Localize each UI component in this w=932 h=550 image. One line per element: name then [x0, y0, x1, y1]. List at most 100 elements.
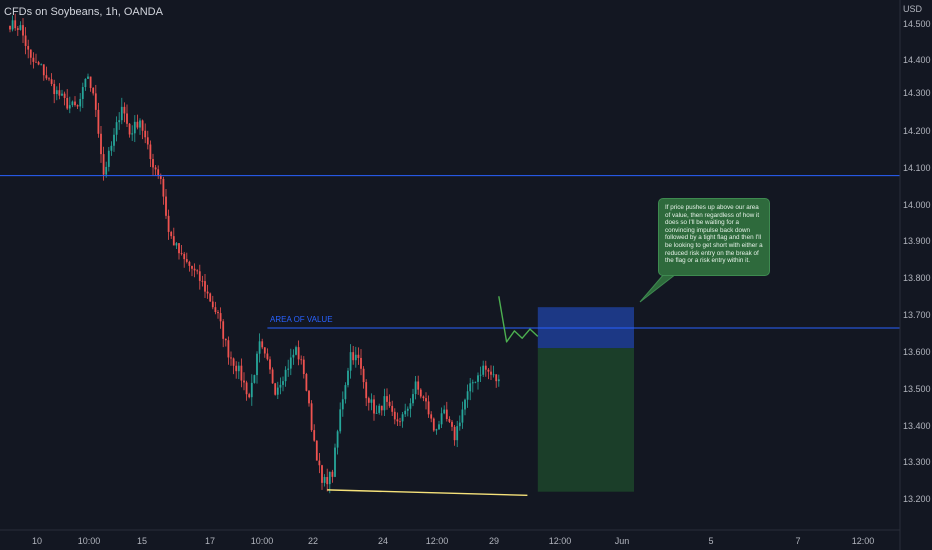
candle-body	[63, 93, 66, 98]
candle-body	[113, 134, 115, 146]
candle-body	[123, 106, 126, 114]
candle-body	[399, 421, 401, 423]
candle-body	[185, 259, 188, 262]
candle-body	[414, 381, 417, 395]
candle-body	[474, 381, 477, 383]
projected-price-path	[498, 296, 539, 343]
candle-body	[456, 426, 459, 441]
y-tick-label: 13.700	[903, 310, 931, 320]
candle-body	[219, 313, 222, 322]
candle-body	[97, 109, 100, 134]
candle-body	[131, 133, 134, 135]
candle-body	[157, 169, 160, 176]
candle-body	[479, 374, 482, 376]
candle-body	[240, 365, 243, 381]
candle-body	[162, 178, 165, 197]
candle-body	[339, 409, 342, 432]
candle-body	[336, 431, 339, 448]
candle-body	[89, 76, 92, 88]
candle-body	[139, 120, 141, 128]
x-tick-label: 17	[204, 536, 216, 546]
candle-body	[167, 215, 170, 232]
candle-body	[466, 391, 469, 400]
candle-body	[76, 105, 79, 107]
candle-body	[328, 471, 331, 485]
trade-plan-note[interactable]: If price pushes up above our area of val…	[658, 198, 770, 276]
candle-body	[154, 167, 157, 170]
x-tick-label: 22	[307, 536, 319, 546]
candle-body	[201, 280, 204, 282]
candle-body	[497, 379, 500, 382]
candle-body	[375, 412, 378, 414]
candle-body	[349, 352, 352, 371]
candle-body	[191, 265, 193, 269]
candle-body	[27, 45, 30, 50]
x-tick-label: 29	[488, 536, 500, 546]
candle-body	[341, 399, 344, 410]
candle-body	[42, 64, 45, 76]
candle-body	[71, 101, 74, 106]
candle-body	[352, 352, 355, 361]
candle-body	[48, 78, 50, 80]
candle-body	[266, 353, 269, 360]
candle-body	[102, 154, 105, 175]
y-tick-label: 13.900	[903, 236, 931, 246]
candle-body	[276, 387, 279, 395]
candle-body	[178, 243, 180, 254]
candle-body	[404, 410, 407, 415]
candle-body	[222, 321, 225, 339]
candle-body	[256, 353, 258, 376]
candle-body	[214, 307, 217, 313]
y-tick-label: 13.400	[903, 421, 931, 431]
x-tick-label: 5	[708, 536, 714, 546]
candle-body	[9, 25, 11, 30]
candle-body	[487, 369, 490, 372]
candle-body	[198, 271, 201, 281]
candle-body	[245, 382, 248, 395]
candle-body	[224, 338, 227, 341]
candle-body	[427, 401, 430, 415]
y-tick-label: 14.200	[903, 126, 931, 136]
candle-body	[235, 365, 238, 372]
candle-body	[326, 477, 329, 485]
candle-body	[11, 20, 14, 30]
candle-body	[367, 398, 370, 403]
candle-body	[422, 396, 425, 399]
y-tick-label: 14.100	[903, 163, 931, 173]
candle-body	[419, 389, 422, 397]
candle-body	[453, 426, 456, 441]
candle-body	[425, 398, 427, 402]
candle-body	[469, 383, 472, 392]
x-tick-label: 12:00	[548, 536, 572, 546]
candle-body	[430, 414, 433, 419]
candle-body	[289, 357, 292, 369]
candle-body	[87, 76, 89, 79]
candle-body	[344, 385, 347, 400]
candle-body	[295, 347, 297, 355]
candle-body	[373, 399, 375, 414]
candle-body	[144, 130, 147, 138]
chart-title: CFDs on Soybeans, 1h, OANDA	[4, 6, 163, 18]
candle-body	[362, 368, 365, 383]
candle-body	[365, 382, 368, 399]
candle-body	[461, 409, 464, 423]
candle-body	[378, 405, 381, 413]
candle-body	[323, 477, 326, 483]
x-tick-label: 24	[377, 536, 389, 546]
candle-body	[287, 368, 290, 370]
x-tick-label: 10:00	[77, 536, 101, 546]
candle-body	[448, 418, 451, 422]
candle-body	[305, 374, 308, 391]
take-profit-zone	[537, 348, 634, 492]
candle-body	[388, 401, 391, 406]
candle-body	[40, 64, 43, 66]
x-tick-label: Jun	[614, 536, 630, 546]
candle-body	[261, 341, 264, 348]
candle-body	[380, 405, 383, 411]
y-tick-label: 14.400	[903, 55, 931, 65]
candle-body	[302, 359, 305, 375]
candle-body	[29, 49, 32, 58]
candle-body	[146, 137, 149, 145]
candle-body	[22, 25, 24, 36]
